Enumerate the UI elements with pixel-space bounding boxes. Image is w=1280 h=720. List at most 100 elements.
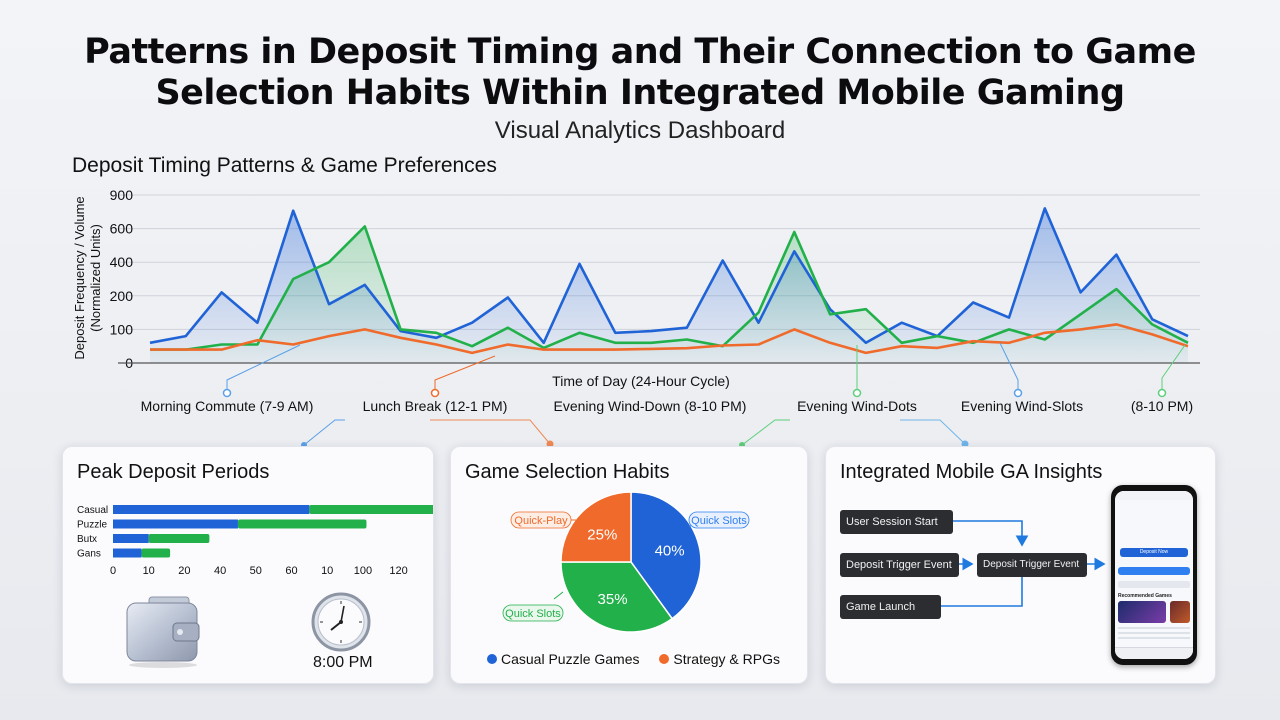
- annotation-marker: [430, 388, 440, 398]
- mobile-phone-mockup: Deposit Now Recommended Games: [1111, 485, 1197, 665]
- annotation-lunch: Lunch Break (12-1 PM): [363, 398, 508, 414]
- callout-label: Quick Slots: [505, 608, 561, 620]
- deposit-trigger-node-left: Deposit Trigger Event: [840, 553, 959, 577]
- pie-slice: [560, 491, 632, 563]
- callout-pill: [688, 511, 750, 529]
- pie-legend: Casual Puzzle Games Strategy & RPGs: [487, 651, 780, 667]
- y-tick-label: 100: [110, 321, 134, 337]
- x-tick-label: 0: [110, 565, 116, 577]
- category-label: Casual: [77, 505, 108, 516]
- annotation-time-range: (8-10 PM): [1131, 398, 1193, 414]
- bar-segment: [141, 548, 171, 558]
- legend-dot-orange: [659, 654, 670, 664]
- bar-segment: [113, 519, 238, 529]
- phone-screen: Deposit Now Recommended Games: [1115, 491, 1193, 659]
- phone-status-bar: [1115, 491, 1193, 500]
- category-label: Gans: [77, 549, 101, 560]
- user-session-start-node: User Session Start: [840, 510, 953, 534]
- annotation-connector: [434, 355, 496, 393]
- x-tick-label: 60: [285, 565, 297, 577]
- legend-label-casual: Casual Puzzle Games: [501, 651, 640, 667]
- habits-card-title: Game Selection Habits: [465, 461, 670, 483]
- phone-game-thumb-2[interactable]: [1170, 601, 1190, 623]
- main-chart-title: Deposit Timing Patterns & Game Preferenc…: [72, 154, 497, 177]
- insights-card-title: Integrated Mobile GA Insights: [840, 461, 1103, 483]
- annotation-marker: [1013, 388, 1023, 398]
- category-label: Butx: [77, 534, 97, 545]
- phone-list-rows: [1118, 627, 1190, 641]
- y-axis-label-line-1: Deposit Frequency / Volume: [72, 196, 87, 359]
- annotation-marker: [1157, 388, 1167, 398]
- pie-slice-label: 40%: [655, 542, 685, 559]
- bar-segment: [309, 505, 433, 514]
- page-title-line-2: Selection Habits Within Integrated Mobil…: [155, 73, 1125, 113]
- card-connectors: [301, 419, 969, 448]
- phone-tabs: [1118, 581, 1190, 588]
- category-label: Puzzle: [77, 520, 107, 531]
- x-tick-label: 120: [389, 565, 407, 577]
- series-line-orange: [150, 323, 1189, 355]
- y-tick-label: 900: [110, 187, 134, 203]
- legend-label-strategy: Strategy & RPGs: [673, 651, 780, 667]
- series-area-green: [150, 226, 1188, 363]
- ga-insights-card: Integrated Mobile GA Insights User Sessi…: [825, 446, 1216, 684]
- x-tick-label: 40: [214, 565, 226, 577]
- phone-hero-banner: [1118, 504, 1190, 544]
- game-selection-pie-chart: 40% 35% 25% Quick-Play Quick Slots Quick Slot…: [502, 491, 750, 633]
- annotation-connector: [226, 344, 301, 393]
- series-line-blue: [149, 207, 1189, 345]
- bar-segment: [113, 505, 310, 514]
- callout-pill: [510, 511, 572, 529]
- x-axis-label: Time of Day (24-Hour Cycle): [552, 373, 730, 389]
- bar-segment: [113, 534, 149, 543]
- x-tick-label: 20: [178, 565, 190, 577]
- y-axis-label-line-2: (Normalized Units): [88, 224, 103, 332]
- phone-game-thumb-1[interactable]: [1118, 601, 1166, 623]
- phone-tab-bar: [1115, 647, 1193, 659]
- legend-dot-blue: [487, 654, 497, 664]
- peak-card-title: Peak Deposit Periods: [77, 461, 270, 483]
- x-tick-label: 50: [250, 565, 262, 577]
- annotation-evening-slots: Evening Wind-Slots: [961, 398, 1083, 414]
- page-title-line-1: Patterns in Deposit Timing and Their Con…: [84, 32, 1196, 72]
- series-line-green: [150, 225, 1189, 351]
- pie-slice: [560, 561, 674, 633]
- pie-slice: [630, 491, 702, 620]
- game-launch-node: Game Launch: [840, 595, 941, 619]
- bar-segment: [113, 548, 142, 558]
- y-tick-label: 600: [110, 221, 134, 237]
- peak-deposit-bar-chart: 0 10 20 40 50 60 10 100 120 Casual Puzzle Butx Gans: [77, 505, 433, 577]
- peak-deposit-card: Peak Deposit Periods 0 10 20 40 50 60 10 100 120…: [62, 446, 434, 684]
- phone-deposit-button[interactable]: Deposit Now: [1120, 548, 1188, 557]
- pie-slice-label: 25%: [587, 526, 617, 543]
- x-tick-label: 10: [321, 565, 333, 577]
- peak-time-label: 8:00 PM: [313, 654, 373, 671]
- page-subtitle: Visual Analytics Dashboard: [494, 117, 786, 144]
- callout-label: Quick Slots: [691, 515, 747, 527]
- clock-icon: [311, 592, 371, 652]
- bar-segment: [237, 519, 367, 529]
- callout-leader: [553, 591, 564, 600]
- pie-slice-label: 35%: [598, 591, 628, 608]
- x-tick-label: 100: [354, 565, 372, 577]
- phone-cta-button[interactable]: [1118, 567, 1190, 575]
- x-tick-label: 10: [143, 565, 155, 577]
- callout-label: Quick-Play: [514, 515, 568, 527]
- annotation-evening-dots: Evening Wind-Dots: [797, 398, 917, 414]
- annotation-morning: Morning Commute (7-9 AM): [141, 398, 314, 414]
- game-selection-card: Game Selection Habits 40% 35% 25% Quick-Pla…: [450, 446, 808, 684]
- deposit-trigger-node-right: Deposit Trigger Event: [977, 553, 1087, 577]
- y-tick-label: 200: [110, 288, 134, 304]
- wallet-icon: [126, 596, 200, 668]
- callout-pill: [502, 604, 564, 622]
- annotation-marker: [222, 388, 232, 398]
- annotation-connector: [999, 342, 1019, 393]
- annotation-evening: Evening Wind-Down (8-10 PM): [554, 398, 747, 414]
- annotation-marker: [852, 388, 862, 398]
- bar-segment: [148, 534, 210, 543]
- phone-section-title: Recommended Games: [1118, 593, 1172, 599]
- annotation-connector: [1161, 344, 1186, 393]
- annotation-connectors: [222, 342, 1186, 398]
